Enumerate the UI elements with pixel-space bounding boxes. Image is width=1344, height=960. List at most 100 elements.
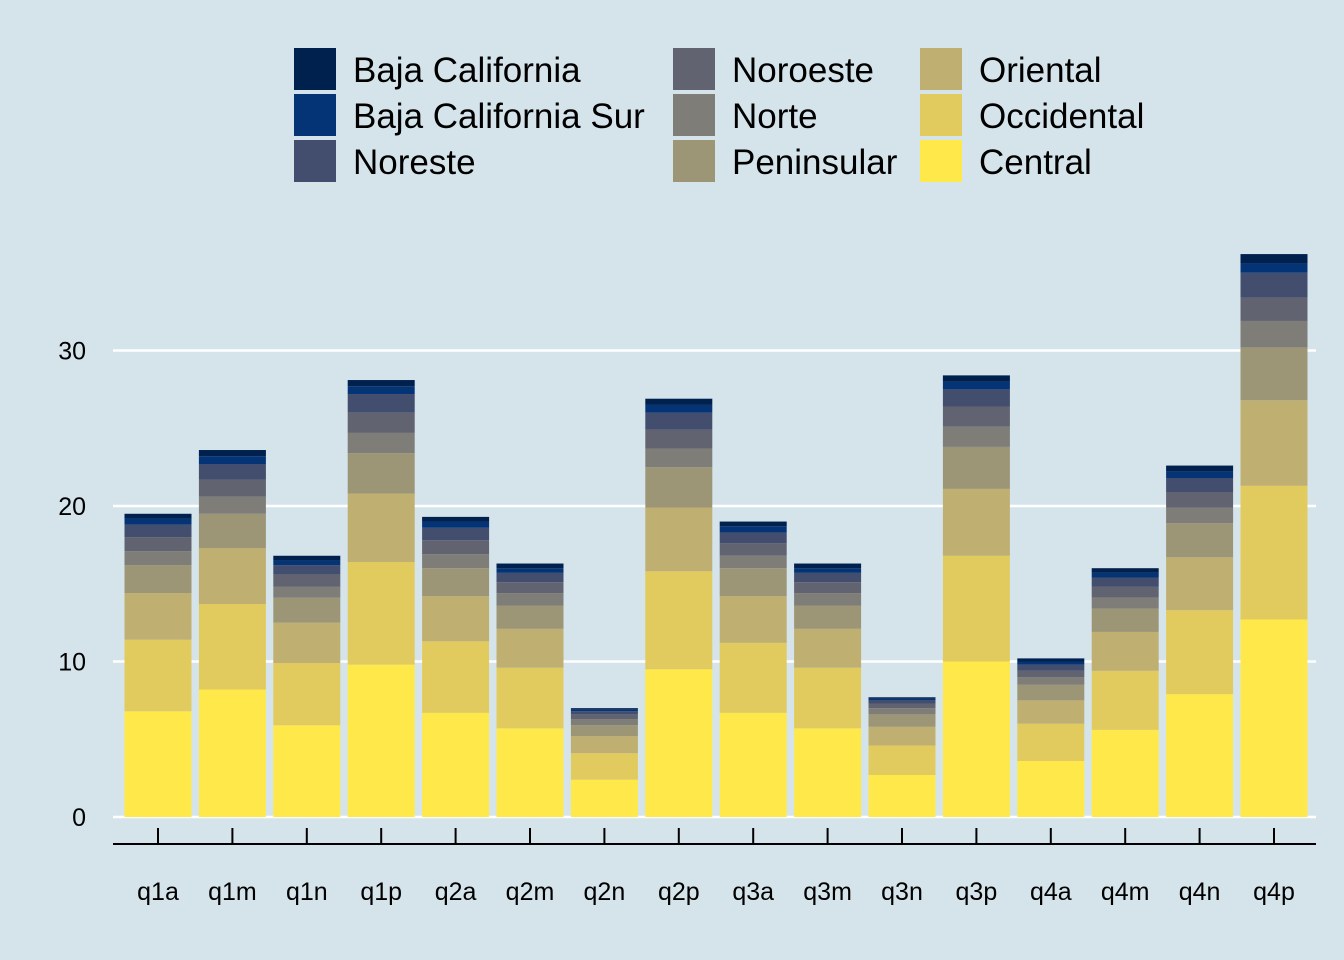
bar-segment-q2p-noreste [645, 412, 713, 430]
legend-swatch-oriental [920, 48, 962, 90]
bar-segment-q2p-oriental [645, 507, 713, 572]
bar-segment-q1a-noroeste [124, 537, 192, 552]
bar-segment-q2m-peninsular [496, 605, 564, 629]
bar-segment-q2n-occidental [570, 753, 638, 780]
bar-segment-q1n-baja-california [273, 555, 341, 561]
legend-swatch-baja-california-sur [294, 94, 336, 136]
x-tick-label-q2n: q2n [584, 878, 626, 906]
bar-segment-q2n-noreste [570, 711, 638, 715]
x-tick-label-q2p: q2p [658, 878, 700, 906]
legend-item-norte: Norte [673, 94, 818, 136]
bar-segment-q1n-norte [273, 586, 341, 598]
bar-segment-q1n-noroeste [273, 574, 341, 587]
bar-segment-q3a-oriental [719, 596, 787, 643]
legend-swatch-baja-california [294, 48, 336, 90]
y-tick-label-30: 30 [58, 338, 86, 366]
bar-segment-q2n-oriental [570, 736, 638, 754]
bar-segment-q3n-occidental [868, 745, 936, 776]
x-tick-label-q4a: q4a [1030, 878, 1072, 906]
bar-segment-q4n-noroeste [1166, 492, 1234, 508]
bar-segment-q3p-occidental [942, 555, 1010, 662]
legend-label-noroeste: Noroeste [732, 51, 874, 90]
bar-segment-q4a-baja-california [1017, 658, 1085, 662]
bar-segment-q1n-central [273, 725, 341, 817]
bar-segment-q4a-occidental [1017, 723, 1085, 762]
bar-segment-q3n-noroeste [868, 703, 936, 709]
bar-segment-q4a-noroeste [1017, 670, 1085, 678]
bar-segment-q3a-baja-california-sur [719, 526, 787, 533]
legend-item-baja-california: Baja California [294, 48, 581, 90]
bar-segment-q4p-noroeste [1240, 297, 1308, 321]
bar-segment-q4m-noreste [1091, 577, 1159, 587]
x-tick-label-q3a: q3a [732, 878, 774, 906]
bar-segment-q1n-oriental [273, 622, 341, 664]
bar-segment-q3p-baja-california-sur [942, 381, 1010, 390]
bar-segment-q4m-oriental [1091, 631, 1159, 671]
bar-q4p [1240, 254, 1308, 817]
legend-swatch-central [920, 140, 962, 182]
x-tick-label-q4m: q4m [1101, 878, 1150, 906]
bar-segment-q2a-occidental [422, 641, 490, 713]
legend-swatch-peninsular [673, 140, 715, 182]
legend-item-oriental: Oriental [920, 48, 1102, 90]
bar-q1n [273, 555, 341, 817]
bar-segment-q1a-baja-california [124, 513, 192, 519]
legend-item-occidental: Occidental [920, 94, 1144, 136]
bar-segment-q3p-oriental [942, 488, 1010, 556]
bar-segment-q2p-peninsular [645, 467, 713, 508]
bar-segment-q1m-noreste [198, 464, 266, 480]
bar-q1a [124, 513, 192, 817]
bar-segment-q4p-baja-california-sur [1240, 263, 1308, 273]
bar-segment-q3m-noreste [794, 572, 862, 583]
bar-q3n [868, 697, 936, 817]
legend-label-oriental: Oriental [979, 51, 1102, 90]
bar-segment-q4m-noroeste [1091, 586, 1159, 598]
legend-item-noreste: Noreste [294, 140, 476, 182]
bar-q2a [422, 516, 490, 817]
bar-segment-q2a-noroeste [422, 540, 490, 555]
bar-segment-q3p-baja-california [942, 375, 1010, 382]
bar-segment-q3p-noreste [942, 389, 1010, 407]
bar-segment-q1p-central [347, 664, 415, 817]
x-tick-label-q1a: q1a [137, 878, 179, 906]
bar-segment-q4a-central [1017, 761, 1085, 817]
bar-segment-q1p-noroeste [347, 412, 415, 433]
bar-segment-q4m-norte [1091, 597, 1159, 609]
bar-segment-q4a-noreste [1017, 664, 1085, 671]
bar-segment-q1m-occidental [198, 603, 266, 690]
bar-segment-q1a-peninsular [124, 565, 192, 594]
y-tick-label-20: 20 [58, 493, 86, 521]
bar-segment-q4n-baja-california-sur [1166, 471, 1234, 479]
x-tick-label-q2a: q2a [435, 878, 477, 906]
bar-segment-q3a-central [719, 712, 787, 817]
bar-q2m [496, 563, 564, 817]
bar-segment-q2m-noroeste [496, 582, 564, 594]
bar-segment-q4n-baja-california [1166, 465, 1234, 472]
legend-label-baja-california: Baja California [353, 51, 581, 90]
bar-segment-q1p-peninsular [347, 453, 415, 494]
bar-segment-q3m-baja-california [794, 563, 862, 569]
bar-segment-q1a-noreste [124, 524, 192, 538]
legend-label-peninsular: Peninsular [732, 143, 898, 182]
bar-segment-q3n-oriental [868, 726, 936, 746]
bar-segment-q2m-baja-california [496, 563, 564, 569]
bar-segment-q2n-baja-california-sur [570, 709, 638, 712]
x-tick-label-q1n: q1n [286, 878, 328, 906]
bar-segment-q4m-central [1091, 729, 1159, 817]
bar-segment-q3a-baja-california [719, 521, 787, 527]
x-tick-label-q3n: q3n [881, 878, 923, 906]
bar-q3p [942, 375, 1010, 817]
bar-segment-q1a-oriental [124, 593, 192, 640]
bar-segment-q3a-noreste [719, 532, 787, 544]
bar-segment-q3a-occidental [719, 642, 787, 713]
x-tick-label-q4p: q4p [1253, 878, 1295, 906]
bar-segment-q1m-oriental [198, 547, 266, 604]
bar-segment-q1m-noroeste [198, 479, 266, 497]
bar-segment-q2m-norte [496, 593, 564, 606]
bar-segment-q2m-central [496, 728, 564, 817]
bar-segment-q2n-baja-california [570, 708, 638, 710]
bar-segment-q3n-baja-california [868, 697, 936, 699]
bar-segment-q1p-baja-california [347, 380, 415, 387]
legend-item-peninsular: Peninsular [673, 140, 898, 182]
